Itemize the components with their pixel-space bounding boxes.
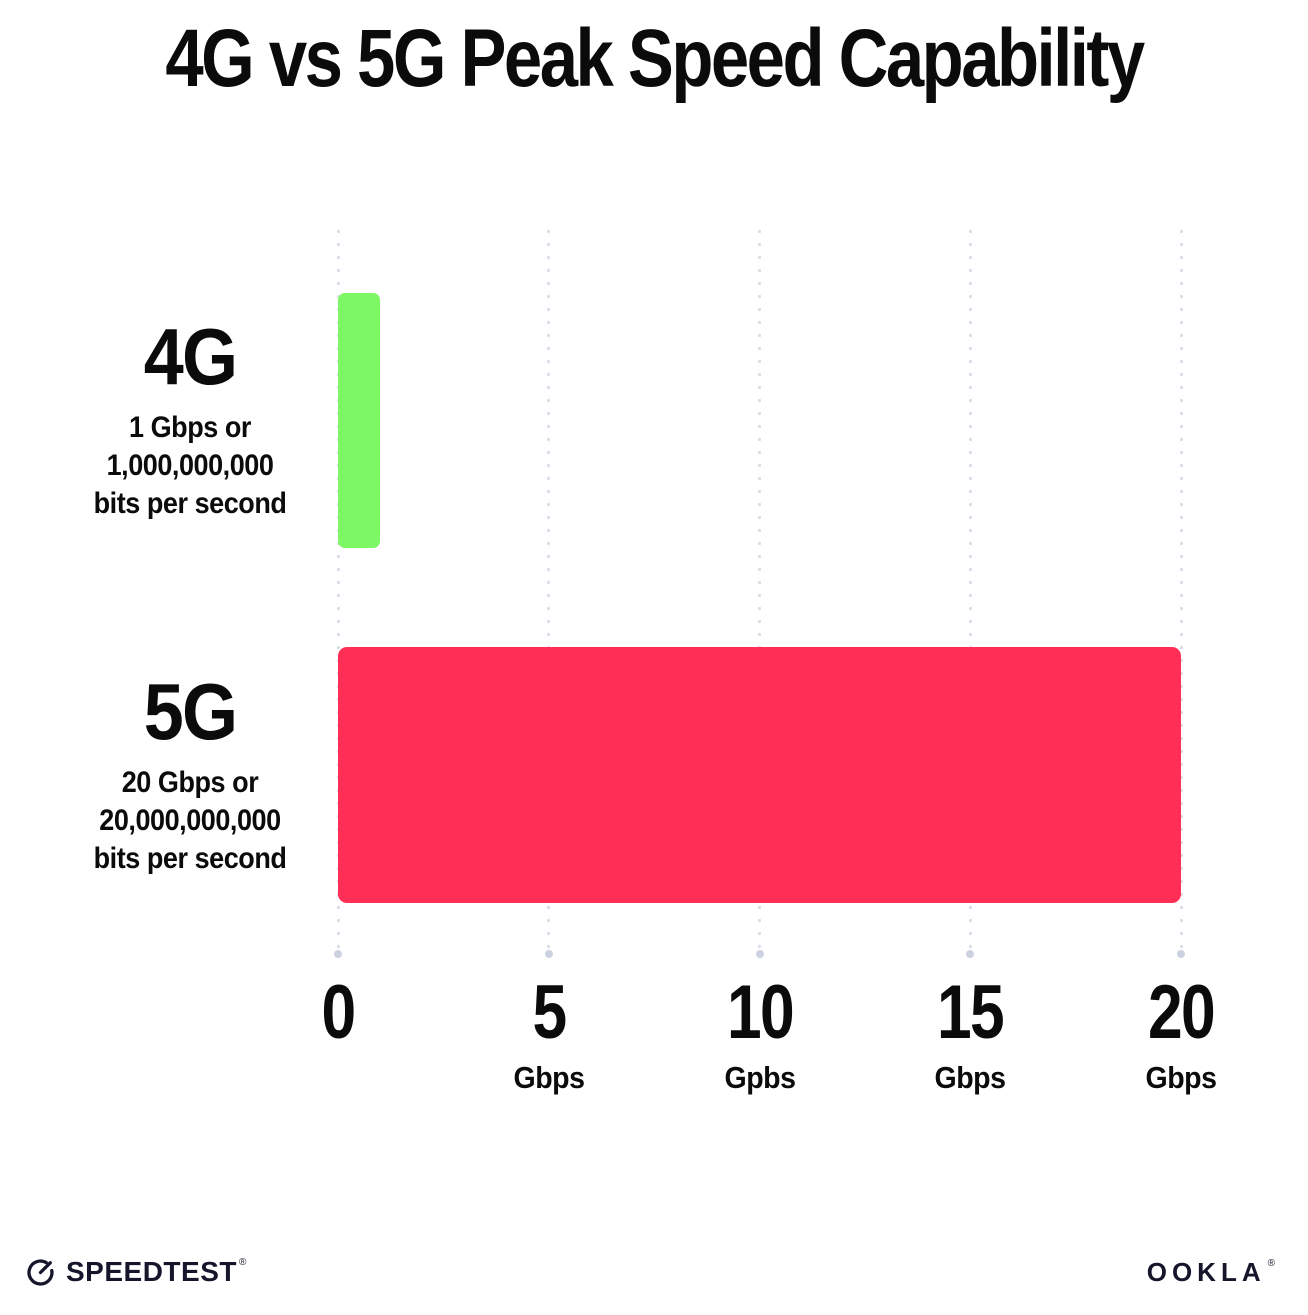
row-labels: 4G 1 Gbps or 1,000,000,000 bits per second 5… (50, 225, 330, 956)
row-sublabel-line: 20 Gbps or (121, 766, 259, 799)
speedtest-label: SPEEDTEST (66, 1256, 237, 1287)
ookla-logo: OOKLA ® (1147, 1257, 1280, 1288)
gridline-end-dot (334, 950, 342, 958)
x-tick-unit: Gbps (513, 1060, 585, 1095)
gridline-end-dot (1177, 950, 1185, 958)
row-sublabel-line: bits per second (93, 842, 287, 875)
gridline-5 (544, 225, 553, 958)
ookla-trademark: ® (1267, 1257, 1280, 1269)
x-tick-15: 15 Gbps (930, 975, 1011, 1096)
x-tick-unit: Gpbs (723, 1060, 796, 1095)
x-axis-ticks: 0 5 Gbps 10 Gpbs 15 Gbps 20 Gbps (321, 975, 1217, 1105)
speedtest-trademark: ® (238, 1257, 247, 1268)
x-tick-unit: Gbps (1145, 1060, 1217, 1095)
speedtest-logo: SPEEDTEST ® (24, 1256, 247, 1289)
plot-area (334, 225, 1185, 958)
x-tick-5: 5 Gbps (510, 975, 587, 1096)
chart-title: 4G vs 5G Peak Speed Capability (165, 13, 1145, 104)
row-sublabel-line: 1 Gbps or (129, 411, 251, 444)
row-name: 5G (143, 667, 238, 756)
ookla-label: OOKLA (1146, 1256, 1266, 1287)
x-tick-number: 10 (726, 970, 794, 1055)
row-sublabel-line: 20,000,000,000 (99, 804, 281, 837)
x-tick-0: 0 (318, 975, 358, 1051)
bar-5g (338, 647, 1181, 903)
gridline-end-dot (966, 950, 975, 958)
x-tick-10: 10 Gpbs (719, 975, 800, 1096)
row-sublabel: 20 Gbps or 20,000,000,000 bits per second (64, 764, 316, 878)
row-label-5g: 5G 20 Gbps or 20,000,000,000 bits per secon… (64, 672, 316, 878)
row-sublabel-line: 1,000,000,000 (106, 449, 274, 482)
gridline-0 (334, 225, 342, 958)
row-sublabel: 1 Gbps or 1,000,000,000 bits per second (64, 409, 316, 523)
gridline-end-dot (544, 950, 553, 958)
x-tick-number: 0 (321, 970, 356, 1055)
gauge-icon (24, 1256, 57, 1289)
speedtest-wordmark: SPEEDTEST ® (66, 1256, 247, 1288)
x-tick-unit: Gbps (934, 1060, 1007, 1095)
gridline-15 (966, 225, 975, 958)
gridline-end-dot (755, 950, 764, 958)
bar-4g (338, 293, 381, 548)
gridline-20 (1177, 225, 1185, 958)
x-tick-20: 20 Gbps (1141, 975, 1222, 1096)
gridline-10 (755, 225, 764, 958)
row-label-4g: 4G 1 Gbps or 1,000,000,000 bits per second (64, 317, 316, 523)
x-tick-number: 15 (937, 970, 1005, 1055)
row-sublabel-line: bits per second (93, 487, 287, 520)
footer: SPEEDTEST ® OOKLA ® (24, 1248, 1280, 1296)
x-tick-number: 20 (1147, 970, 1216, 1055)
x-tick-number: 5 (532, 970, 567, 1055)
row-name: 4G (143, 312, 238, 401)
